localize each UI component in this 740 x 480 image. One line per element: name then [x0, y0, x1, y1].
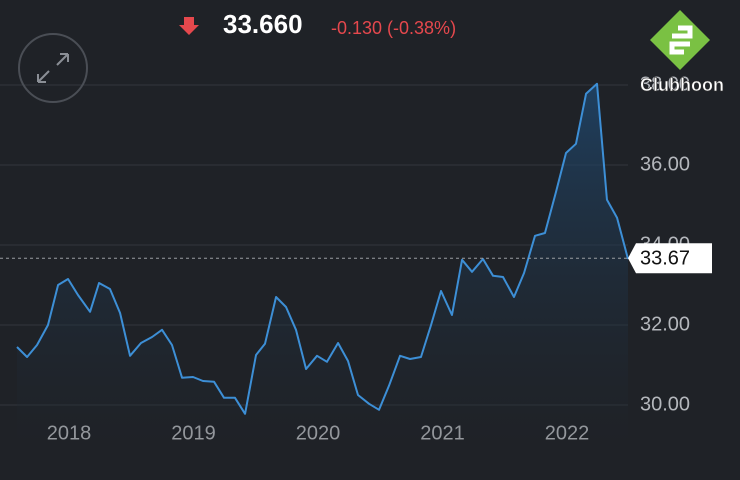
logo-mark	[650, 10, 710, 70]
expand-circle[interactable]	[18, 33, 88, 103]
expand-icon[interactable]	[37, 53, 69, 83]
price-line	[16, 82, 629, 415]
price-change: -0.130 (-0.38%)	[331, 18, 456, 38]
expand-button[interactable]	[18, 33, 88, 103]
y-tick-label: 32.00	[640, 313, 690, 335]
y-tick-label: 38.00	[640, 73, 690, 95]
area	[16, 83, 628, 446]
logo: Clubhoon	[640, 10, 724, 95]
logo-glyph	[669, 25, 693, 55]
current-price-label: 33.67	[640, 247, 690, 269]
current-price-tag	[628, 243, 712, 274]
watermark: Clubhoon	[640, 75, 724, 95]
plot-area: 30.0032.0034.0036.0038.00201820192020202…	[0, 73, 712, 446]
down-arrow	[179, 17, 199, 35]
y-tick-label: 30.00	[640, 393, 690, 415]
price: 33.660	[223, 9, 303, 39]
y-tick-label: 36.00	[640, 153, 690, 175]
